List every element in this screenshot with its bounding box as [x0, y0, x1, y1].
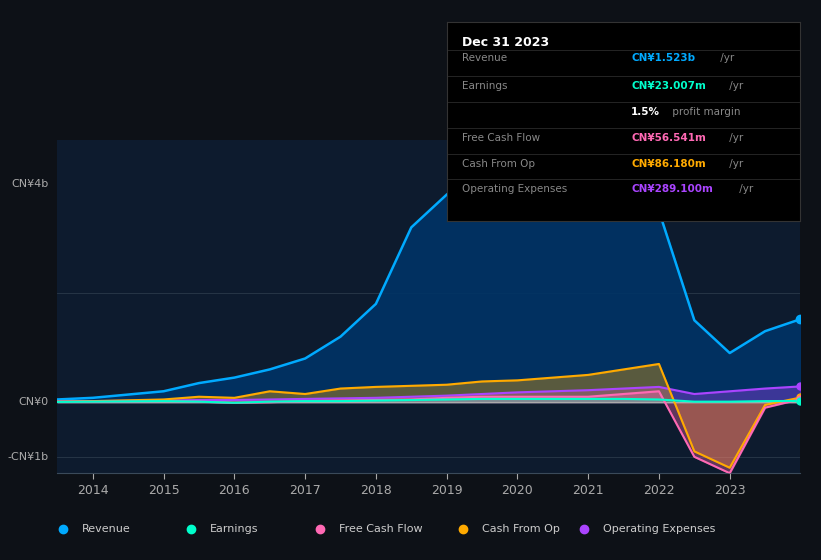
Text: CN¥0: CN¥0	[19, 397, 49, 407]
Text: /yr: /yr	[727, 158, 744, 169]
Text: Free Cash Flow: Free Cash Flow	[461, 133, 539, 143]
Text: /yr: /yr	[736, 184, 753, 194]
Text: CN¥56.541m: CN¥56.541m	[631, 133, 706, 143]
Text: Earnings: Earnings	[461, 81, 507, 91]
Text: Free Cash Flow: Free Cash Flow	[339, 524, 422, 534]
Text: /yr: /yr	[727, 81, 744, 91]
Text: /yr: /yr	[717, 53, 734, 63]
Text: Operating Expenses: Operating Expenses	[603, 524, 715, 534]
Text: -CN¥1b: -CN¥1b	[8, 452, 49, 462]
Text: Cash From Op: Cash From Op	[482, 524, 560, 534]
Text: 1.5%: 1.5%	[631, 107, 660, 117]
Text: profit margin: profit margin	[669, 107, 741, 117]
Text: CN¥86.180m: CN¥86.180m	[631, 158, 706, 169]
Text: Revenue: Revenue	[461, 53, 507, 63]
Text: Dec 31 2023: Dec 31 2023	[461, 36, 548, 49]
Text: Operating Expenses: Operating Expenses	[461, 184, 566, 194]
Text: CN¥289.100m: CN¥289.100m	[631, 184, 713, 194]
Text: Cash From Op: Cash From Op	[461, 158, 534, 169]
Text: CN¥4b: CN¥4b	[11, 179, 49, 189]
Text: CN¥1.523b: CN¥1.523b	[631, 53, 695, 63]
Text: Revenue: Revenue	[82, 524, 131, 534]
Text: Earnings: Earnings	[210, 524, 259, 534]
Text: CN¥23.007m: CN¥23.007m	[631, 81, 706, 91]
Text: /yr: /yr	[727, 133, 744, 143]
